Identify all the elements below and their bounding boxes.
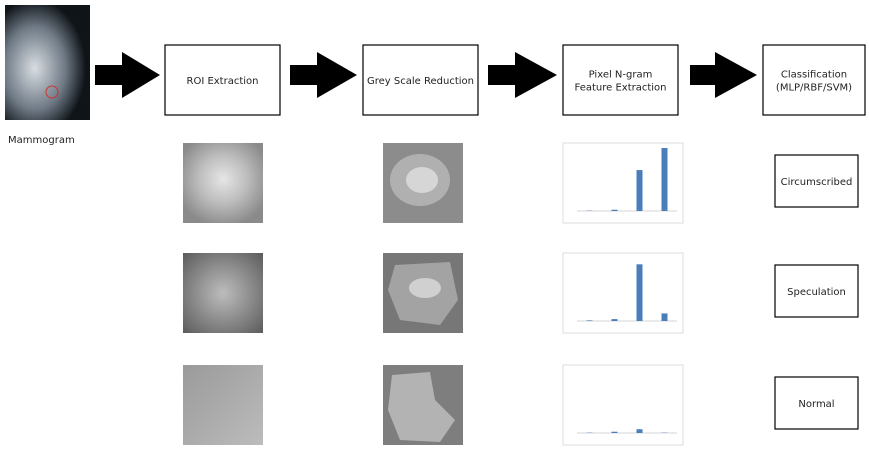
step-label: Feature Extraction — [574, 83, 666, 94]
class-label: Circumscribed — [781, 177, 853, 188]
bar — [637, 264, 643, 321]
roi-images — [183, 143, 263, 445]
arrow — [290, 52, 357, 98]
step-label: (MLP/RBF/SVM) — [776, 83, 852, 94]
bar — [637, 429, 643, 433]
step-label: Classification — [781, 70, 847, 81]
bar — [612, 210, 618, 211]
step-label: Pixel N-gram — [589, 70, 653, 81]
roi-image — [183, 143, 263, 223]
bar — [662, 148, 668, 211]
mammogram-image — [5, 5, 90, 120]
bar — [587, 320, 593, 321]
grey-region — [406, 167, 438, 193]
arrow — [488, 52, 557, 98]
step-label: ROI Extraction — [187, 76, 259, 87]
grey-region — [409, 278, 441, 298]
class-label: Speculation — [787, 287, 846, 298]
bar — [637, 170, 643, 211]
roi-image — [183, 253, 263, 333]
arrow — [690, 52, 757, 98]
class-label: Normal — [798, 399, 834, 410]
roi-image — [183, 365, 263, 445]
diagram: Mammogram ROI Extraction Grey Scale Reduc… — [0, 0, 869, 447]
grey-images — [383, 143, 463, 445]
arrow — [95, 52, 160, 98]
bar — [612, 432, 618, 433]
caption: Mammogram — [8, 135, 75, 146]
bar — [662, 313, 668, 321]
step-label: Grey Scale Reduction — [367, 76, 474, 87]
bar — [612, 319, 618, 321]
